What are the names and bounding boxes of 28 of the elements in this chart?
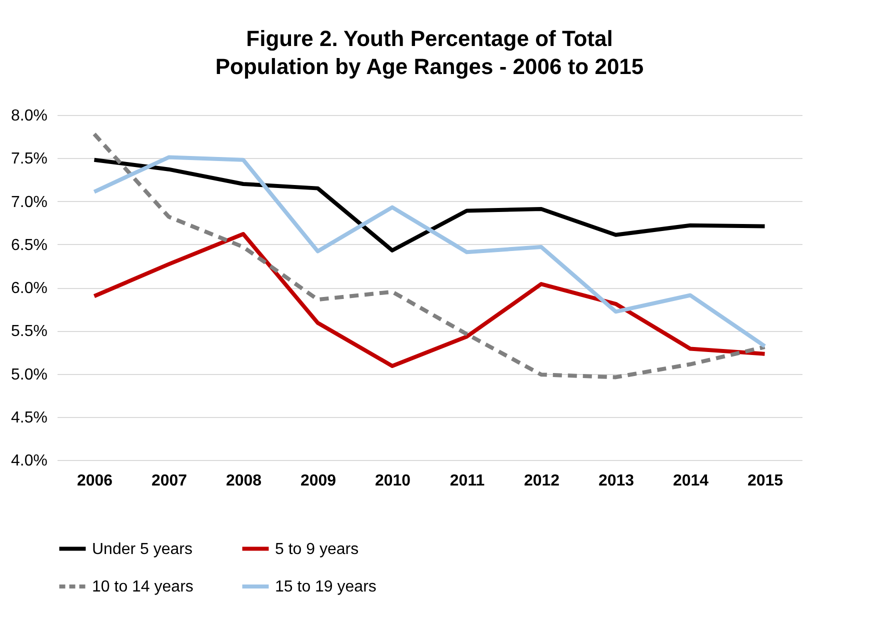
legend-label: 5 to 9 years (275, 540, 359, 558)
x-tick-label: 2007 (151, 472, 188, 490)
x-tick-label: 2012 (524, 472, 560, 490)
y-tick-label: 5.5% (11, 323, 48, 340)
x-tick-label: 2008 (226, 472, 262, 490)
x-tick-label: 2006 (76, 472, 113, 490)
x-tick-label: 2014 (672, 472, 709, 490)
chart-title: Figure 2. Youth Percentage of Total Population by Age Ranges - 2006 to 2015 (215, 26, 644, 79)
y-tick-label: 6.5% (11, 236, 48, 254)
x-tick-label: 2011 (450, 472, 485, 490)
legend-label: 15 to 19 years (275, 578, 376, 596)
y-tick-label: 6.0% (11, 280, 48, 297)
line-series (92, 132, 767, 380)
line-series (92, 158, 767, 252)
y-tick-label: 8.0% (11, 108, 48, 124)
y-tick-label: 4.5% (11, 409, 48, 426)
line-series (92, 232, 767, 368)
legend-label: 10 to 14 years (92, 578, 194, 596)
x-tick-label: 2010 (374, 472, 411, 490)
legend-label: Under 5 years (92, 540, 192, 558)
y-tick-label: 5.0% (11, 366, 48, 384)
y-tick-label: 7.5% (11, 150, 48, 168)
x-tick-label: 2015 (747, 472, 784, 490)
y-tick-label: 7.0% (11, 194, 48, 211)
x-tick-label: 2009 (300, 472, 336, 490)
y-tick-label: 4.0% (11, 452, 48, 470)
x-tick-label: 2013 (598, 472, 634, 490)
line-series (92, 155, 767, 348)
